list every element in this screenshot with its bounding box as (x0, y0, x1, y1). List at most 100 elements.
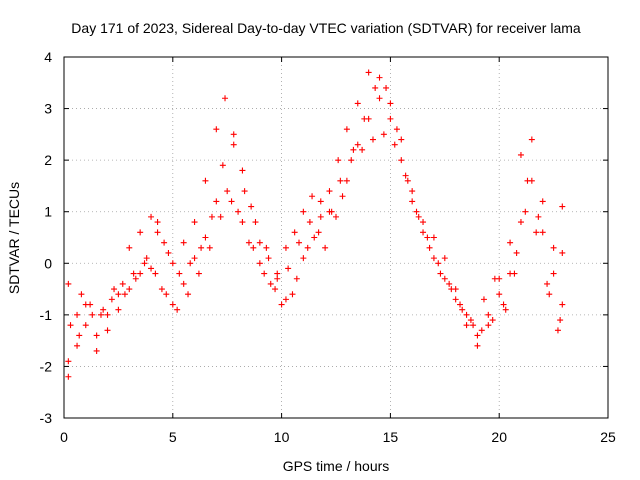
data-point (496, 291, 503, 298)
data-point (528, 136, 535, 143)
data-point (383, 84, 390, 91)
data-point (293, 275, 300, 282)
y-tick-label: -3 (40, 410, 53, 426)
x-tick-label: 5 (169, 429, 177, 445)
data-point (256, 239, 263, 246)
y-tick-label: 4 (44, 49, 52, 65)
data-point (546, 291, 553, 298)
data-point (502, 306, 509, 313)
data-point (409, 198, 416, 205)
data-point (104, 327, 111, 334)
data-point (420, 219, 427, 226)
data-point (224, 188, 231, 195)
data-point (202, 177, 209, 184)
data-point (274, 270, 281, 277)
data-point (235, 208, 242, 215)
data-point (554, 327, 561, 334)
data-point (430, 255, 437, 262)
data-point (402, 172, 409, 179)
data-point (219, 162, 226, 169)
data-point (285, 265, 292, 272)
data-point (191, 219, 198, 226)
data-point (154, 219, 161, 226)
data-point (169, 301, 176, 308)
data-point (278, 301, 285, 308)
data-point (119, 280, 126, 287)
data-point (78, 291, 85, 298)
data-point (163, 291, 170, 298)
data-point (239, 167, 246, 174)
data-point (424, 234, 431, 241)
data-point (480, 296, 487, 303)
data-point (559, 203, 566, 210)
data-point (485, 322, 492, 329)
data-point (250, 244, 257, 251)
data-point (404, 177, 411, 184)
data-point (474, 332, 481, 339)
data-point (261, 270, 268, 277)
data-point (539, 229, 546, 236)
data-point (391, 141, 398, 148)
data-point (544, 280, 551, 287)
data-point (100, 306, 107, 313)
data-point (165, 249, 172, 256)
data-point (111, 286, 118, 293)
data-point (306, 219, 313, 226)
data-point (191, 255, 198, 262)
data-point (187, 260, 194, 267)
data-point (317, 213, 324, 220)
series-track-4 (67, 84, 564, 329)
data-point (315, 229, 322, 236)
data-point (87, 301, 94, 308)
data-point (550, 270, 557, 277)
data-point (491, 275, 498, 282)
x-tick-label: 20 (491, 429, 507, 445)
data-point (467, 317, 474, 324)
data-point (309, 193, 316, 200)
data-point (126, 286, 133, 293)
data-point (485, 311, 492, 318)
data-point (557, 317, 564, 324)
x-tick-label: 10 (274, 429, 290, 445)
data-point (300, 255, 307, 262)
data-point (369, 136, 376, 143)
data-point (239, 219, 246, 226)
data-point (522, 208, 529, 215)
data-point (104, 311, 111, 318)
series-track-1 (65, 69, 566, 339)
data-point (304, 244, 311, 251)
data-point (376, 74, 383, 81)
data-point (372, 84, 379, 91)
data-point (459, 306, 466, 313)
data-point (335, 157, 342, 164)
data-point (137, 229, 144, 236)
data-point (420, 229, 427, 236)
grid-lines (64, 57, 608, 418)
data-point (217, 213, 224, 220)
data-point (228, 198, 235, 205)
data-point (430, 234, 437, 241)
data-point (180, 280, 187, 287)
data-point (115, 306, 122, 313)
data-point (130, 270, 137, 277)
data-point (143, 255, 150, 262)
data-point (328, 208, 335, 215)
chart-title: Day 171 of 2023, Sidereal Day-to-day VTE… (71, 20, 581, 36)
data-point (435, 260, 442, 267)
data-point (322, 244, 329, 251)
data-point (296, 239, 303, 246)
data-point (282, 244, 289, 251)
data-point (137, 270, 144, 277)
data-point (539, 198, 546, 205)
data-point (393, 126, 400, 133)
series-track-3 (65, 131, 566, 380)
data-point (65, 373, 72, 380)
data-point (437, 270, 444, 277)
data-point (474, 342, 481, 349)
data-point (500, 301, 507, 308)
data-point (230, 131, 237, 138)
data-point (152, 270, 159, 277)
data-point (148, 213, 155, 220)
data-point (317, 198, 324, 205)
y-tick-label: 2 (44, 152, 52, 168)
